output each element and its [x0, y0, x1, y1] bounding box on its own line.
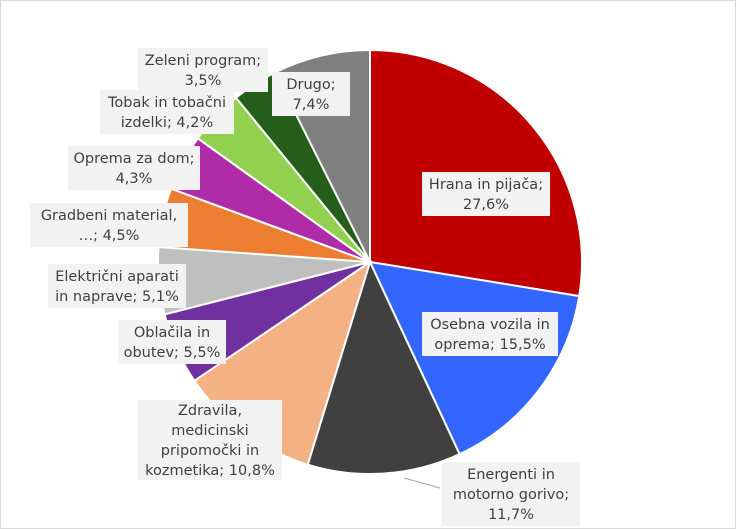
- data-label-text: oprema; 15,5%: [434, 337, 545, 353]
- data-label-oblacila-in-obutev: Oblačila in obutev; 5,5%: [118, 320, 226, 364]
- pie-slice-energenti-in-motorno-gorivo: [306, 259, 461, 475]
- data-label-box: [118, 320, 226, 364]
- data-label-box: [138, 400, 282, 480]
- data-label-text: izdelki; 4,2%: [121, 115, 214, 131]
- data-label-box: [138, 48, 268, 92]
- data-label-text: Drugo;: [286, 77, 335, 93]
- data-label-box: [422, 312, 558, 356]
- data-label-text: obutev; 5,5%: [124, 345, 221, 361]
- data-label-text: Gradbeni material,: [41, 208, 177, 224]
- data-label-box: [68, 146, 200, 190]
- data-label-box: [442, 462, 580, 526]
- data-label-tobak-in-tobacni-izdelki: Tobak in tobačni izdelki; 4,2%: [100, 90, 234, 134]
- leader-line: [403, 477, 441, 489]
- data-label-energenti-in-motorno-gorivo: Energenti in motorno gorivo; 11,7%: [442, 462, 580, 526]
- data-label-box: [422, 172, 550, 216]
- data-label-drugo: Drugo; 7,4%: [272, 72, 350, 116]
- data-label-box: [48, 264, 186, 308]
- data-label-text: Zdravila,: [178, 403, 242, 419]
- data-label-zdravila-medicinski-pripomocki-in-kozmetika: Zdravila, medicinski pripomočki in kozmetik…: [138, 400, 282, 480]
- data-label-osebna-vozila-in-oprema: Osebna vozila in oprema; 15,5%: [422, 312, 558, 356]
- data-label-text: Oprema za dom;: [74, 151, 195, 167]
- data-label-oprema-za-dom: Oprema za dom; 4,3%: [68, 146, 200, 190]
- data-label-box: [100, 90, 234, 134]
- data-label-text: Osebna vozila in: [430, 317, 550, 333]
- data-label-text: Tobak in tobačni: [107, 95, 226, 111]
- data-label-hrana-in-pijaca: Hrana in pijača; 27,6%: [422, 172, 550, 216]
- data-label-text: 11,7%: [488, 507, 534, 523]
- data-label-text: Električni aparati: [55, 269, 179, 285]
- data-label-text: medicinski: [171, 423, 248, 439]
- data-label-gradbeni-material: Gradbeni material, …; 4,5%: [30, 203, 188, 247]
- data-label-text: Hrana in pijača;: [429, 177, 543, 193]
- pie-slice-osebna-vozila-in-oprema: [368, 260, 581, 456]
- data-label-text: Zeleni program;: [145, 53, 261, 69]
- data-label-text: Oblačila in: [134, 325, 210, 341]
- data-label-text: …; 4,5%: [79, 228, 140, 244]
- data-label-text: pripomočki in: [161, 443, 260, 459]
- data-label-text: motorno gorivo;: [453, 487, 569, 503]
- data-label-text: 7,4%: [293, 97, 330, 113]
- data-label-box: [272, 72, 350, 116]
- data-label-text: 3,5%: [185, 73, 222, 89]
- data-label-text: kozmetika; 10,8%: [145, 463, 275, 479]
- data-label-elektricni-aparati-in-naprave: Električni aparati in naprave; 5,1%: [48, 264, 186, 308]
- data-label-text: in naprave; 5,1%: [55, 289, 179, 305]
- data-label-zeleni-program: Zeleni program; 3,5%: [138, 48, 268, 92]
- data-label-text: Energenti in: [467, 467, 555, 483]
- data-label-text: 4,3%: [116, 171, 153, 187]
- data-label-text: 27,6%: [463, 197, 509, 213]
- data-label-box: [30, 203, 188, 247]
